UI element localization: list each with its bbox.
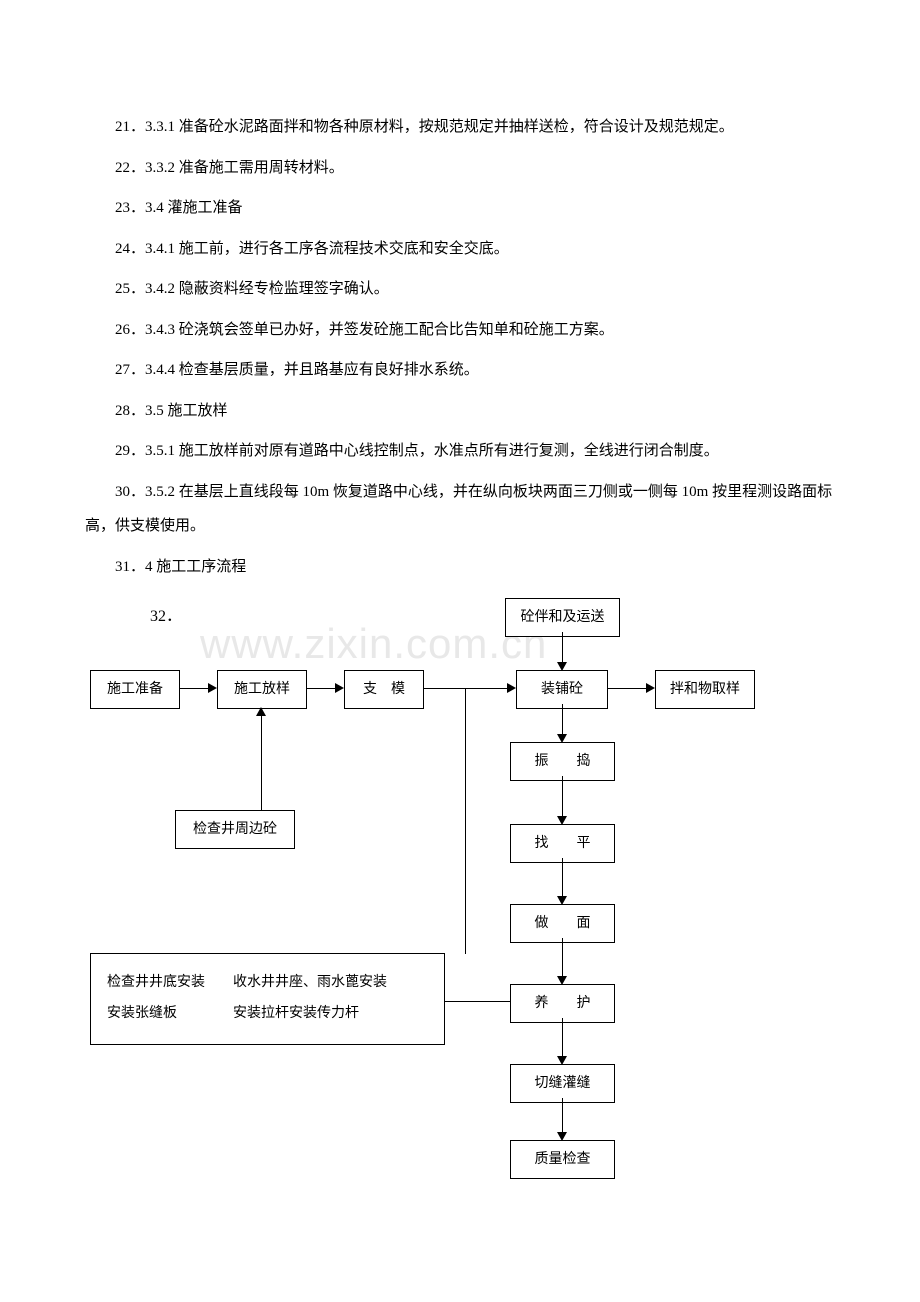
paragraph-32: 32．	[150, 602, 182, 626]
arrow-line	[562, 776, 563, 818]
arrow-line	[307, 688, 337, 689]
paragraph-31: 31．4 施工工序流程	[85, 550, 835, 585]
arrow-head	[335, 683, 344, 693]
node-layout: 施工放样	[217, 670, 307, 709]
paragraph-23: 23．3.4 灌施工准备	[85, 191, 835, 226]
node-mold: 支 模	[344, 670, 424, 709]
node-quality: 质量检查	[510, 1140, 615, 1179]
arrow-head	[208, 683, 217, 693]
large-box-line2: 安装张缝板 安装拉杆安装传力杆	[107, 999, 428, 1030]
paragraph-29: 29．3.5.1 施工放样前对原有道路中心线控制点，水准点所有进行复测，全线进行…	[85, 434, 835, 469]
arrow-line	[562, 704, 563, 736]
paragraph-27: 27．3.4.4 检查基层质量，并且路基应有良好排水系统。	[85, 353, 835, 388]
arrow-line	[562, 938, 563, 978]
arrow-line	[261, 715, 262, 810]
paragraph-22: 22．3.3.2 准备施工需用周转材料。	[85, 151, 835, 186]
arrow-line	[608, 688, 648, 689]
arrow-head	[256, 707, 266, 716]
arrow-line	[562, 858, 563, 898]
paragraph-25: 25．3.4.2 隐蔽资料经专检监理签字确认。	[85, 272, 835, 307]
arrow-line	[465, 688, 466, 954]
arrow-line	[445, 1001, 510, 1002]
arrow-line	[562, 1098, 563, 1134]
arrow-line	[562, 632, 563, 664]
paragraph-30: 30．3.5.2 在基层上直线段每 10m 恢复道路中心线，并在纵向板块两面三刀…	[85, 475, 835, 544]
paragraph-21: 21．3.3.1 准备砼水泥路面拌和物各种原材料，按规范规定并抽样送检，符合设计…	[85, 110, 835, 145]
paragraph-28: 28．3.5 施工放样	[85, 394, 835, 429]
node-prepare: 施工准备	[90, 670, 180, 709]
arrow-line	[180, 688, 210, 689]
node-inspection-well: 检查井周边砼	[175, 810, 295, 849]
arrow-line	[424, 688, 509, 689]
paragraph-26: 26．3.4.3 砼浇筑会签单已办好，并签发砼施工配合比告知单和砼施工方案。	[85, 313, 835, 348]
paragraph-24: 24．3.4.1 施工前，进行各工序各流程技术交底和安全交底。	[85, 232, 835, 267]
arrow-line	[562, 1018, 563, 1058]
flowchart: 32． 砼伴和及运送 施工准备 施工放样 支 模 装铺砼 拌和物取样 振 捣 找…	[85, 590, 835, 1170]
node-sampling: 拌和物取样	[655, 670, 755, 709]
node-large-box: 检查井井底安装 收水井井座、雨水蓖安装 安装张缝板 安装拉杆安装传力杆	[90, 953, 445, 1045]
arrow-head	[646, 683, 655, 693]
large-box-line1: 检查井井底安装 收水井井座、雨水蓖安装	[107, 968, 428, 999]
arrow-head	[507, 683, 516, 693]
document-content: 21．3.3.1 准备砼水泥路面拌和物各种原材料，按规范规定并抽样送检，符合设计…	[0, 0, 920, 1210]
